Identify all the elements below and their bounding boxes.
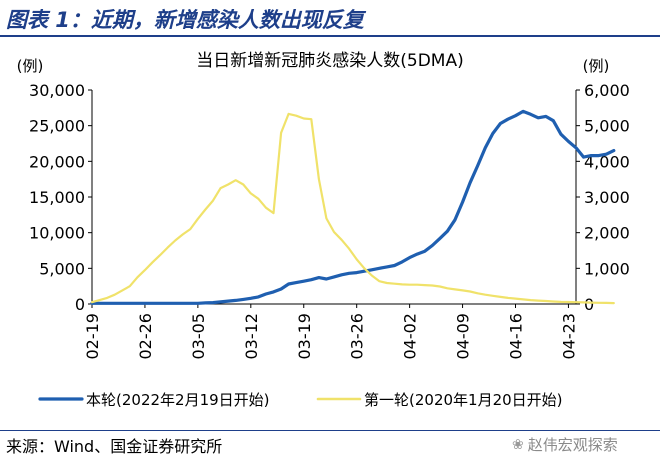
y-left-unit: (例): [17, 57, 44, 75]
x-tick-label: 04-09: [454, 313, 473, 360]
legend: 本轮(2022年2月19日开始) 第一轮(2020年1月20日开始): [38, 391, 563, 409]
footer-rule: [0, 430, 660, 431]
series-line-2: [90, 112, 615, 305]
line-chart: 当日新增新冠肺炎感染人数(5DMA) (例) (例) 0 5,000 10,000 1…: [17, 51, 630, 409]
x-tick-label: 04-02: [401, 313, 420, 360]
figure-title: 图表 1：近期，新增感染人数出现反复: [6, 8, 364, 32]
y-left-tick-label: 20,000: [29, 152, 85, 171]
x-tick-label: 03-05: [189, 313, 208, 360]
y-left-tick-label: 25,000: [29, 117, 85, 136]
wechat-icon: ❀: [512, 436, 524, 453]
y-right-tick-label: 5,000: [584, 117, 630, 136]
watermark: ❀ 赵伟宏观探索: [512, 434, 618, 455]
y-right-unit: (例): [583, 57, 610, 75]
y-right-tick-label: 2,000: [584, 224, 630, 243]
x-tick-label: 02-26: [136, 313, 155, 360]
chart-title: 当日新增新冠肺炎感染人数(5DMA): [196, 51, 463, 71]
x-tick-label: 03-12: [242, 313, 261, 360]
y-right-tick-label: 0: [584, 295, 594, 314]
legend-label-1: 本轮(2022年2月19日开始): [86, 391, 270, 409]
y-left-tick-label: 30,000: [29, 81, 85, 100]
x-tick-label: 03-19: [295, 313, 314, 360]
x-tick-label: 02-19: [83, 313, 102, 360]
x-tick-label: 04-23: [559, 313, 578, 360]
axes: 0 5,000 10,000 15,000 20,000 25,000 30,000 0 1,0…: [29, 81, 630, 360]
y-right-tick-label: 6,000: [584, 81, 630, 100]
watermark-text: 赵伟宏观探索: [527, 436, 618, 454]
series-lines: [90, 109, 616, 305]
y-left-tick-label: 5,000: [39, 259, 85, 278]
y-left-tick-label: 0: [75, 295, 85, 314]
source-note: 来源：Wind、国金证券研究所: [6, 437, 223, 456]
report-header: 图表 1：近期，新增感染人数出现反复: [0, 0, 660, 38]
y-left-tick-label: 15,000: [29, 188, 85, 207]
series-line-1: [90, 109, 616, 305]
y-right-tick-label: 3,000: [584, 188, 630, 207]
x-tick-label: 04-16: [507, 313, 526, 360]
y-left-tick-label: 10,000: [29, 224, 85, 243]
header-rule: [0, 35, 660, 37]
x-tick-label: 03-26: [348, 313, 367, 360]
y-right-tick-label: 1,000: [584, 259, 630, 278]
legend-label-2: 第一轮(2020年1月20日开始): [364, 391, 563, 409]
